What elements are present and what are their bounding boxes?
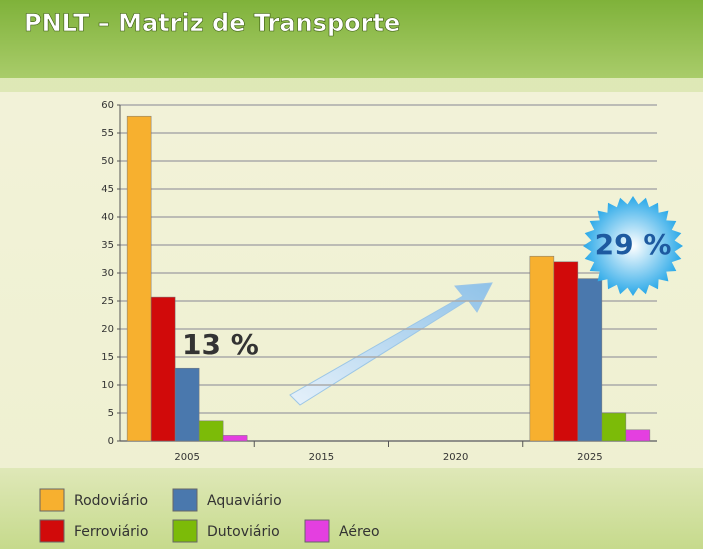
header-stripe bbox=[0, 78, 703, 92]
x-tick-label: 2020 bbox=[443, 452, 468, 463]
bar bbox=[126, 115, 152, 442]
legend-swatch bbox=[39, 519, 65, 543]
y-tick-label: 25 bbox=[101, 296, 114, 307]
y-tick-label: 5 bbox=[108, 408, 114, 419]
legend-swatch bbox=[172, 519, 198, 543]
legend-swatch bbox=[304, 519, 330, 543]
y-tick-label: 40 bbox=[101, 212, 114, 223]
y-tick-label: 20 bbox=[101, 324, 114, 335]
legend-label: Aquaviário bbox=[207, 493, 282, 509]
bar bbox=[577, 278, 603, 442]
y-tick-label: 55 bbox=[101, 128, 114, 139]
y-tick-label: 60 bbox=[101, 100, 114, 111]
annotation: 13 % bbox=[182, 328, 259, 361]
x-tick-label: 2005 bbox=[174, 452, 199, 463]
annotation: 29 % bbox=[595, 228, 672, 261]
bar bbox=[150, 296, 176, 442]
bar bbox=[174, 367, 200, 442]
legend-label: Aéreo bbox=[339, 524, 380, 540]
legend-label: Ferroviário bbox=[74, 524, 148, 540]
y-tick-label: 10 bbox=[101, 380, 114, 391]
starburst-icon bbox=[583, 196, 683, 296]
chart-title: PNLT – Matriz de Transporte bbox=[24, 9, 400, 37]
legend-label: Rodoviário bbox=[74, 493, 148, 509]
header-band bbox=[0, 0, 703, 78]
bar bbox=[553, 261, 579, 442]
legend-swatch bbox=[39, 488, 65, 512]
bar bbox=[625, 429, 651, 442]
x-tick-label: 2015 bbox=[309, 452, 334, 463]
bar bbox=[198, 420, 224, 442]
y-tick-label: 15 bbox=[101, 352, 114, 363]
x-tick-label: 2025 bbox=[577, 452, 602, 463]
legend-swatch bbox=[172, 488, 198, 512]
y-tick-label: 50 bbox=[101, 156, 114, 167]
legend-label: Dutoviário bbox=[207, 524, 280, 540]
y-tick-label: 0 bbox=[108, 436, 114, 447]
y-tick-label: 35 bbox=[101, 240, 114, 251]
bar bbox=[222, 435, 248, 442]
arrow-icon bbox=[289, 282, 493, 406]
y-tick-label: 30 bbox=[101, 268, 114, 279]
legend-band bbox=[0, 468, 703, 549]
y-tick-label: 45 bbox=[101, 184, 114, 195]
bar bbox=[601, 412, 627, 442]
bar bbox=[529, 255, 555, 442]
